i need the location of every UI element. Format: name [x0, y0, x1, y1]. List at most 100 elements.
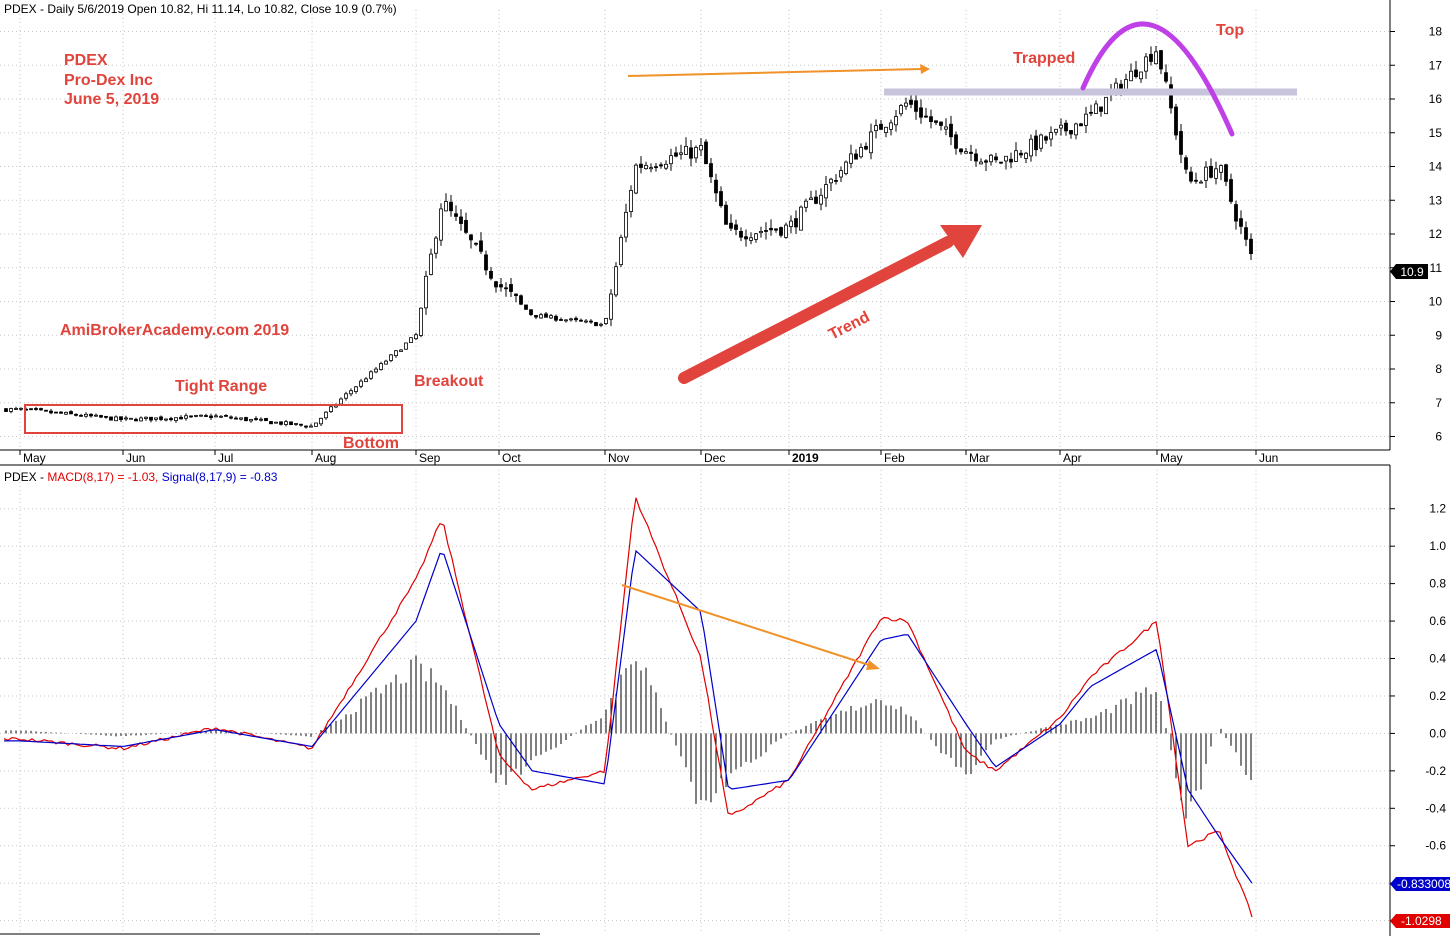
- candle-body: [409, 337, 413, 343]
- candle-body: [959, 148, 963, 153]
- candle-body: [314, 422, 318, 427]
- candle-body: [394, 350, 398, 357]
- candle-body: [519, 295, 523, 305]
- candle-body: [474, 242, 478, 245]
- candle-body: [364, 378, 368, 383]
- candle-body: [759, 231, 763, 234]
- candle-body: [214, 415, 218, 418]
- candle-body: [779, 227, 783, 236]
- last-price-label-pointer: [1390, 264, 1396, 279]
- price-x-tick-label: Mar: [969, 451, 990, 465]
- price-x-tick-label: Jun: [1259, 451, 1278, 465]
- candle-body: [684, 145, 688, 155]
- annotation-top: Top: [1216, 22, 1244, 39]
- candle-body: [894, 116, 898, 126]
- candle-body: [59, 411, 63, 414]
- candle-body: [1064, 122, 1068, 132]
- candle-body: [1074, 123, 1078, 136]
- candle-body: [634, 164, 638, 194]
- candle-body: [1024, 152, 1028, 159]
- candle-body: [1229, 179, 1233, 202]
- price-y-tick-label: 14: [1429, 160, 1443, 174]
- macd-y-tick-label: 0.2: [1429, 689, 1446, 703]
- candle-body: [484, 254, 488, 271]
- candle-body: [1039, 134, 1043, 149]
- candle-body: [224, 414, 228, 417]
- candle-body: [1029, 138, 1033, 157]
- macd-value-label-pointer: [1390, 914, 1396, 928]
- candle-body: [564, 319, 568, 322]
- candle-body: [254, 418, 258, 420]
- candle-body: [729, 222, 733, 229]
- candle-body: [764, 230, 768, 232]
- candle-body: [514, 293, 518, 297]
- price-x-tick-label: May: [23, 451, 46, 465]
- candle-body: [149, 416, 153, 421]
- candle-body: [174, 417, 178, 422]
- candle-body: [989, 154, 993, 163]
- candle-body: [1184, 157, 1188, 170]
- candle-body: [414, 334, 418, 340]
- candle-body: [244, 417, 248, 422]
- candle-body: [349, 390, 353, 395]
- candle-body: [1139, 71, 1143, 80]
- annotation-company: Pro-Dex Inc: [64, 72, 153, 89]
- candle-body: [809, 197, 813, 201]
- candle-body: [114, 416, 118, 422]
- candle-body: [1239, 218, 1243, 227]
- candle-body: [814, 196, 818, 204]
- annotation-ticker: PDEX: [64, 52, 108, 69]
- candle-body: [44, 409, 48, 412]
- price-y-tick-label: 9: [1435, 328, 1442, 342]
- candle-body: [429, 253, 433, 275]
- price-orange-arrowhead: [920, 64, 930, 74]
- candle-body: [859, 146, 863, 158]
- candle-body: [874, 125, 878, 132]
- candle-body: [229, 416, 233, 419]
- candle-body: [324, 411, 328, 419]
- candle-body: [904, 102, 908, 107]
- candle-body: [1104, 96, 1108, 115]
- candle-body: [134, 418, 138, 422]
- macd-y-tick-label: 1.2: [1429, 502, 1446, 516]
- candle-body: [1234, 204, 1238, 222]
- price-x-axis: May Jun Jul Aug Sep Oct Nov Dec 2019 Feb Mar Apr May…: [19, 450, 1278, 465]
- candle-body: [1089, 111, 1093, 114]
- candle-body: [549, 315, 553, 319]
- candle-body: [529, 309, 533, 315]
- candle-body: [259, 418, 263, 421]
- candle-body: [924, 115, 928, 118]
- price-x-tick-label: Apr: [1063, 451, 1082, 465]
- candle-body: [679, 152, 683, 155]
- candle-body: [1169, 84, 1173, 109]
- candle-body: [614, 266, 618, 296]
- price-y-tick-label: 18: [1429, 25, 1443, 39]
- candle-body: [819, 194, 823, 205]
- candle-body: [889, 122, 893, 130]
- candle-body: [104, 415, 108, 418]
- candle-body: [1134, 69, 1138, 78]
- candle-body: [54, 411, 58, 414]
- price-y-axis: 6 7 8 9 10 11 12 13 14 15 16 17 18: [1390, 25, 1442, 444]
- candle-body: [1214, 168, 1218, 179]
- candle-body: [99, 415, 103, 418]
- candle-body: [344, 393, 348, 399]
- price-y-tick-label: 11: [1430, 261, 1443, 275]
- candle-body: [719, 191, 723, 207]
- candle-body: [304, 425, 308, 428]
- candle-body: [754, 233, 758, 240]
- price-x-tick-label: May: [1160, 451, 1183, 465]
- candle-body: [319, 417, 323, 425]
- candle-body: [374, 368, 378, 373]
- candle-body: [839, 170, 843, 178]
- macd-y-tick-label: 0.8: [1429, 577, 1446, 591]
- candle-body: [1224, 164, 1228, 182]
- candle-body: [509, 284, 513, 292]
- candle-body: [949, 123, 953, 138]
- macd-y-tick-label: 1.0: [1429, 539, 1446, 553]
- macd-histogram: [5, 655, 1252, 819]
- candle-body: [479, 240, 483, 252]
- candle-body: [269, 421, 273, 425]
- candle-body: [444, 201, 448, 212]
- candle-body: [739, 231, 743, 238]
